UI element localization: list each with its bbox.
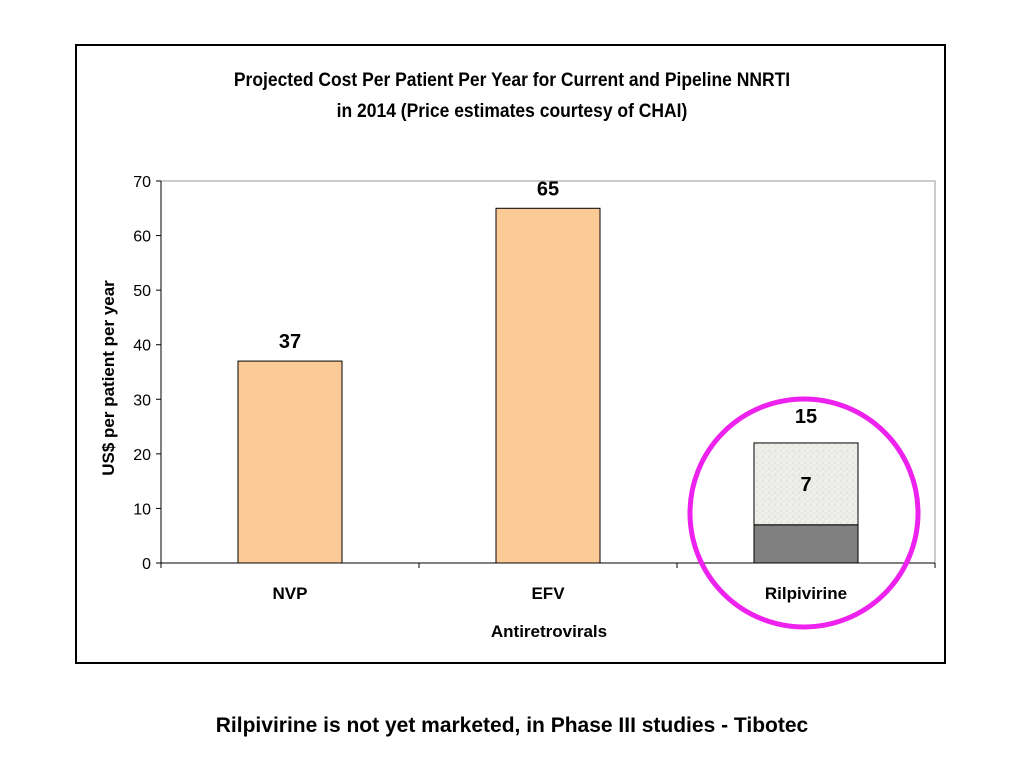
y-tick-label: 50 — [133, 283, 151, 300]
data-label: 65 — [537, 178, 559, 200]
data-label: 7 — [800, 474, 811, 496]
chart-title-line-2: in 2014 (Price estimates courtesy of CHA… — [336, 101, 688, 122]
bar-nvp — [237, 360, 343, 564]
caption: Rilpivirine is not yet marketed, in Phas… — [215, 714, 809, 737]
x-tick-label: EFV — [531, 584, 565, 603]
y-tick-label: 10 — [133, 501, 151, 518]
y-tick-label: 20 — [133, 447, 151, 464]
x-tick-label: Rilpivirine — [765, 584, 847, 603]
y-tick-label: 0 — [142, 556, 151, 573]
y-tick-label: 30 — [133, 392, 151, 409]
chart-title-line-1: Projected Cost Per Patient Per Year for … — [233, 70, 791, 91]
y-tick-label: 70 — [133, 174, 151, 191]
bar-segment-rilpivirine-1 — [753, 442, 859, 526]
bar-efv — [495, 207, 601, 564]
y-axis-title: US$ per patient per year — [99, 280, 118, 476]
data-labels: 37 65 7 15 — [279, 178, 817, 496]
x-tick-label: NVP — [273, 584, 308, 603]
x-axis-title: Antiretrovirals — [491, 622, 607, 641]
bars — [237, 207, 859, 564]
highlight-circle — [687, 396, 921, 630]
y-tick-label: 60 — [133, 229, 151, 246]
highlight-overlay — [687, 396, 921, 630]
y-tick-label: 40 — [133, 338, 151, 355]
data-label: 15 — [795, 406, 817, 428]
data-label: 37 — [279, 331, 301, 353]
bar-segment-rilpivirine-0 — [753, 524, 859, 564]
